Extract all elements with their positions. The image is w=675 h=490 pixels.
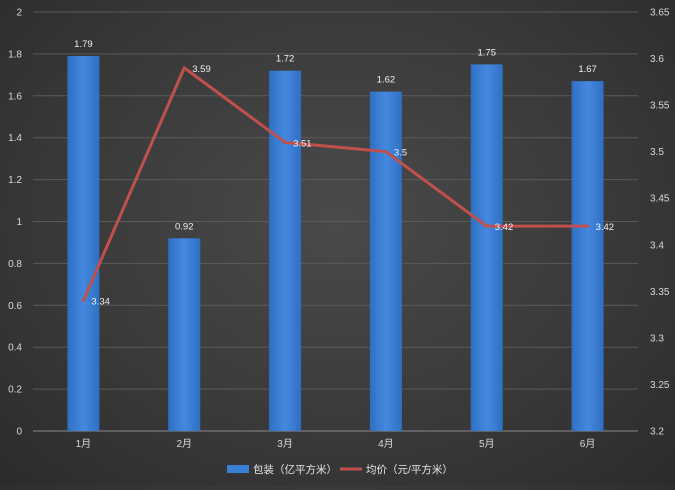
line-point: [485, 224, 489, 228]
left-axis-tick-label: 0: [16, 427, 22, 438]
right-axis-tick-label: 3.4: [650, 240, 664, 251]
right-axis-tick-label: 3.6: [650, 54, 664, 65]
x-axis-tick-label: 2月: [176, 438, 192, 450]
gridlines: [33, 11, 638, 432]
bar-series: 1.79 0.92 1.72 1.62 1.75 1.67: [67, 39, 604, 432]
x-axis: 1月 2月 3月 4月 5月 6月: [76, 438, 596, 450]
bar-data-label: 1.67: [578, 64, 597, 75]
line-data-label: 3.59: [192, 64, 211, 75]
legend-label-line: 均价（元/平方米）: [366, 463, 453, 476]
legend-swatch-bar: [227, 465, 249, 473]
bar: [571, 81, 604, 431]
x-axis-tick-label: 6月: [580, 438, 596, 450]
left-axis-tick-label: 1.4: [8, 133, 22, 144]
bar: [269, 70, 302, 431]
bar-data-label: 1.72: [276, 54, 295, 65]
bar: [470, 64, 503, 431]
right-axis-tick-label: 3.55: [650, 101, 670, 112]
right-axis-tick-label: 3.35: [650, 287, 670, 298]
left-axis-tick-label: 1.8: [8, 49, 22, 60]
right-axis-tick-label: 3.65: [650, 8, 670, 19]
line-point: [283, 140, 287, 144]
left-axis: 0 0.2 0.4 0.6 0.8 1 1.2 1.4 1.6 1.8 2: [8, 8, 22, 438]
left-axis-tick-label: 1: [16, 217, 22, 228]
left-axis-tick-label: 0.8: [8, 259, 22, 270]
right-axis-tick-label: 3.45: [650, 194, 670, 205]
line-data-label: 3.34: [91, 297, 110, 308]
bar-data-label: 1.75: [478, 47, 497, 58]
line-point: [81, 299, 85, 303]
price-line: [81, 66, 590, 303]
line-point: [182, 66, 186, 70]
left-axis-tick-label: 2: [16, 8, 22, 19]
legend: 包装（亿平方米） 均价（元/平方米）: [227, 463, 453, 476]
right-axis-tick-label: 3.2: [650, 427, 664, 438]
x-axis-tick-label: 4月: [378, 438, 394, 450]
left-axis-tick-label: 0.2: [8, 385, 22, 396]
right-axis-tick-label: 3.25: [650, 380, 670, 391]
bar-data-label: 1.62: [377, 75, 396, 86]
bar: [168, 238, 201, 431]
right-axis-tick-label: 3.5: [650, 147, 664, 158]
line-data-label: 3.51: [293, 138, 312, 149]
x-axis-tick-label: 3月: [277, 438, 293, 450]
line-data-label: 3.5: [394, 148, 407, 159]
left-axis-tick-label: 0.4: [8, 343, 22, 354]
line-point: [384, 150, 388, 154]
right-axis: 3.2 3.25 3.3 3.35 3.4 3.45 3.5 3.55 3.6 3.65: [650, 8, 670, 438]
line-series: 3.34 3.59 3.51 3.5 3.42 3.42: [81, 64, 615, 308]
bar-data-label: 0.92: [175, 221, 194, 232]
left-axis-tick-label: 1.6: [8, 91, 22, 102]
line-data-label: 3.42: [495, 222, 514, 233]
left-axis-tick-label: 1.2: [8, 175, 22, 186]
x-axis-tick-label: 5月: [479, 438, 495, 450]
line-point: [586, 224, 590, 228]
bar: [369, 91, 402, 432]
line-data-label: 3.42: [596, 222, 615, 233]
bar: [67, 55, 100, 432]
x-axis-tick-label: 1月: [76, 438, 92, 450]
legend-label-bar: 包装（亿平方米）: [253, 463, 337, 476]
right-axis-tick-label: 3.3: [650, 333, 664, 344]
bar-data-label: 1.79: [74, 39, 93, 50]
left-axis-tick-label: 0.6: [8, 301, 22, 312]
